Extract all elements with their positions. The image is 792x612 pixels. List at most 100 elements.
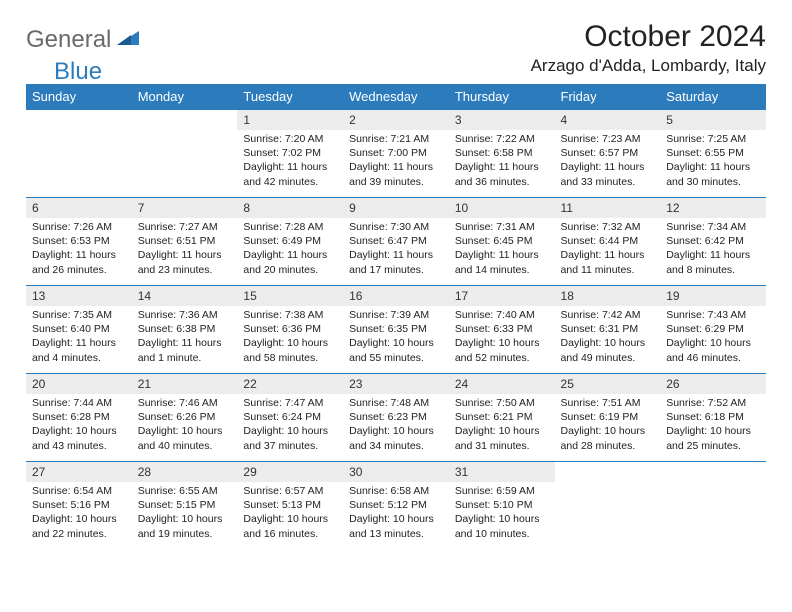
calendar-day-cell: 18Sunrise: 7:42 AMSunset: 6:31 PMDayligh… bbox=[555, 286, 661, 374]
calendar-day-cell: 8Sunrise: 7:28 AMSunset: 6:49 PMDaylight… bbox=[237, 198, 343, 286]
day-details: Sunrise: 6:57 AMSunset: 5:13 PMDaylight:… bbox=[237, 482, 343, 545]
day-number: 27 bbox=[26, 462, 132, 482]
calendar-day-cell: 20Sunrise: 7:44 AMSunset: 6:28 PMDayligh… bbox=[26, 374, 132, 462]
day-details: Sunrise: 7:42 AMSunset: 6:31 PMDaylight:… bbox=[555, 306, 661, 369]
day-details: Sunrise: 7:23 AMSunset: 6:57 PMDaylight:… bbox=[555, 130, 661, 193]
calendar-week-row: 20Sunrise: 7:44 AMSunset: 6:28 PMDayligh… bbox=[26, 374, 766, 462]
calendar-day-cell: .. bbox=[132, 110, 238, 198]
day-details: Sunrise: 7:52 AMSunset: 6:18 PMDaylight:… bbox=[660, 394, 766, 457]
day-number: 22 bbox=[237, 374, 343, 394]
calendar-day-cell: 28Sunrise: 6:55 AMSunset: 5:15 PMDayligh… bbox=[132, 462, 238, 550]
day-details: Sunrise: 7:44 AMSunset: 6:28 PMDaylight:… bbox=[26, 394, 132, 457]
location: Arzago d'Adda, Lombardy, Italy bbox=[531, 56, 766, 76]
day-details: Sunrise: 6:59 AMSunset: 5:10 PMDaylight:… bbox=[449, 482, 555, 545]
day-number: 11 bbox=[555, 198, 661, 218]
day-details: Sunrise: 7:40 AMSunset: 6:33 PMDaylight:… bbox=[449, 306, 555, 369]
calendar-day-cell: 30Sunrise: 6:58 AMSunset: 5:12 PMDayligh… bbox=[343, 462, 449, 550]
title-block: October 2024 Arzago d'Adda, Lombardy, It… bbox=[531, 20, 766, 76]
day-number: 17 bbox=[449, 286, 555, 306]
calendar-day-cell: 21Sunrise: 7:46 AMSunset: 6:26 PMDayligh… bbox=[132, 374, 238, 462]
calendar-day-cell: 1Sunrise: 7:20 AMSunset: 7:02 PMDaylight… bbox=[237, 110, 343, 198]
weekday-header: Tuesday bbox=[237, 84, 343, 110]
calendar-day-cell: 3Sunrise: 7:22 AMSunset: 6:58 PMDaylight… bbox=[449, 110, 555, 198]
day-details: Sunrise: 7:46 AMSunset: 6:26 PMDaylight:… bbox=[132, 394, 238, 457]
day-number: 10 bbox=[449, 198, 555, 218]
day-details: Sunrise: 7:50 AMSunset: 6:21 PMDaylight:… bbox=[449, 394, 555, 457]
calendar-day-cell: 7Sunrise: 7:27 AMSunset: 6:51 PMDaylight… bbox=[132, 198, 238, 286]
calendar-day-cell: 26Sunrise: 7:52 AMSunset: 6:18 PMDayligh… bbox=[660, 374, 766, 462]
day-details: Sunrise: 7:38 AMSunset: 6:36 PMDaylight:… bbox=[237, 306, 343, 369]
calendar-day-cell: .. bbox=[555, 462, 661, 550]
day-details: Sunrise: 7:20 AMSunset: 7:02 PMDaylight:… bbox=[237, 130, 343, 193]
day-details: Sunrise: 7:31 AMSunset: 6:45 PMDaylight:… bbox=[449, 218, 555, 281]
day-details: Sunrise: 7:34 AMSunset: 6:42 PMDaylight:… bbox=[660, 218, 766, 281]
day-number: 26 bbox=[660, 374, 766, 394]
weekday-header-row: SundayMondayTuesdayWednesdayThursdayFrid… bbox=[26, 84, 766, 110]
day-details: Sunrise: 7:21 AMSunset: 7:00 PMDaylight:… bbox=[343, 130, 449, 193]
day-number: 29 bbox=[237, 462, 343, 482]
calendar-day-cell: 9Sunrise: 7:30 AMSunset: 6:47 PMDaylight… bbox=[343, 198, 449, 286]
month-title: October 2024 bbox=[531, 20, 766, 54]
calendar-day-cell: 17Sunrise: 7:40 AMSunset: 6:33 PMDayligh… bbox=[449, 286, 555, 374]
day-details: Sunrise: 7:22 AMSunset: 6:58 PMDaylight:… bbox=[449, 130, 555, 193]
day-details: Sunrise: 6:58 AMSunset: 5:12 PMDaylight:… bbox=[343, 482, 449, 545]
day-details: Sunrise: 7:39 AMSunset: 6:35 PMDaylight:… bbox=[343, 306, 449, 369]
calendar-day-cell: 5Sunrise: 7:25 AMSunset: 6:55 PMDaylight… bbox=[660, 110, 766, 198]
calendar-week-row: 6Sunrise: 7:26 AMSunset: 6:53 PMDaylight… bbox=[26, 198, 766, 286]
weekday-header: Sunday bbox=[26, 84, 132, 110]
day-number: 5 bbox=[660, 110, 766, 130]
day-details: Sunrise: 6:54 AMSunset: 5:16 PMDaylight:… bbox=[26, 482, 132, 545]
weekday-header: Friday bbox=[555, 84, 661, 110]
calendar-day-cell: 14Sunrise: 7:36 AMSunset: 6:38 PMDayligh… bbox=[132, 286, 238, 374]
calendar-day-cell: 16Sunrise: 7:39 AMSunset: 6:35 PMDayligh… bbox=[343, 286, 449, 374]
day-number: 30 bbox=[343, 462, 449, 482]
day-number: 31 bbox=[449, 462, 555, 482]
weekday-header: Saturday bbox=[660, 84, 766, 110]
calendar-day-cell: 22Sunrise: 7:47 AMSunset: 6:24 PMDayligh… bbox=[237, 374, 343, 462]
day-number: 19 bbox=[660, 286, 766, 306]
calendar-day-cell: .. bbox=[26, 110, 132, 198]
day-number: 16 bbox=[343, 286, 449, 306]
calendar-day-cell: 4Sunrise: 7:23 AMSunset: 6:57 PMDaylight… bbox=[555, 110, 661, 198]
calendar-table: SundayMondayTuesdayWednesdayThursdayFrid… bbox=[26, 84, 766, 550]
calendar-day-cell: 11Sunrise: 7:32 AMSunset: 6:44 PMDayligh… bbox=[555, 198, 661, 286]
day-details: Sunrise: 7:25 AMSunset: 6:55 PMDaylight:… bbox=[660, 130, 766, 193]
calendar-day-cell: 31Sunrise: 6:59 AMSunset: 5:10 PMDayligh… bbox=[449, 462, 555, 550]
day-number: 2 bbox=[343, 110, 449, 130]
day-number: 1 bbox=[237, 110, 343, 130]
logo: General bbox=[26, 20, 141, 52]
day-number: 25 bbox=[555, 374, 661, 394]
day-details: Sunrise: 6:55 AMSunset: 5:15 PMDaylight:… bbox=[132, 482, 238, 545]
header: General October 2024 Arzago d'Adda, Lomb… bbox=[26, 20, 766, 76]
calendar-day-cell: 25Sunrise: 7:51 AMSunset: 6:19 PMDayligh… bbox=[555, 374, 661, 462]
weekday-header: Monday bbox=[132, 84, 238, 110]
logo-triangle-icon bbox=[117, 29, 139, 50]
day-number: 12 bbox=[660, 198, 766, 218]
calendar-day-cell: 12Sunrise: 7:34 AMSunset: 6:42 PMDayligh… bbox=[660, 198, 766, 286]
calendar-day-cell: .. bbox=[660, 462, 766, 550]
day-details: Sunrise: 7:43 AMSunset: 6:29 PMDaylight:… bbox=[660, 306, 766, 369]
calendar-week-row: 13Sunrise: 7:35 AMSunset: 6:40 PMDayligh… bbox=[26, 286, 766, 374]
day-number: 24 bbox=[449, 374, 555, 394]
day-details: Sunrise: 7:28 AMSunset: 6:49 PMDaylight:… bbox=[237, 218, 343, 281]
day-number: 18 bbox=[555, 286, 661, 306]
day-details: Sunrise: 7:27 AMSunset: 6:51 PMDaylight:… bbox=[132, 218, 238, 281]
day-number: 8 bbox=[237, 198, 343, 218]
day-details: Sunrise: 7:30 AMSunset: 6:47 PMDaylight:… bbox=[343, 218, 449, 281]
weekday-header: Thursday bbox=[449, 84, 555, 110]
calendar-day-cell: 24Sunrise: 7:50 AMSunset: 6:21 PMDayligh… bbox=[449, 374, 555, 462]
day-number: 13 bbox=[26, 286, 132, 306]
calendar-day-cell: 10Sunrise: 7:31 AMSunset: 6:45 PMDayligh… bbox=[449, 198, 555, 286]
day-details: Sunrise: 7:35 AMSunset: 6:40 PMDaylight:… bbox=[26, 306, 132, 369]
day-number: 21 bbox=[132, 374, 238, 394]
day-details: Sunrise: 7:32 AMSunset: 6:44 PMDaylight:… bbox=[555, 218, 661, 281]
day-number: 6 bbox=[26, 198, 132, 218]
day-number: 7 bbox=[132, 198, 238, 218]
calendar-day-cell: 19Sunrise: 7:43 AMSunset: 6:29 PMDayligh… bbox=[660, 286, 766, 374]
day-number: 3 bbox=[449, 110, 555, 130]
calendar-day-cell: 29Sunrise: 6:57 AMSunset: 5:13 PMDayligh… bbox=[237, 462, 343, 550]
calendar-day-cell: 13Sunrise: 7:35 AMSunset: 6:40 PMDayligh… bbox=[26, 286, 132, 374]
day-number: 4 bbox=[555, 110, 661, 130]
day-details: Sunrise: 7:36 AMSunset: 6:38 PMDaylight:… bbox=[132, 306, 238, 369]
day-number: 23 bbox=[343, 374, 449, 394]
